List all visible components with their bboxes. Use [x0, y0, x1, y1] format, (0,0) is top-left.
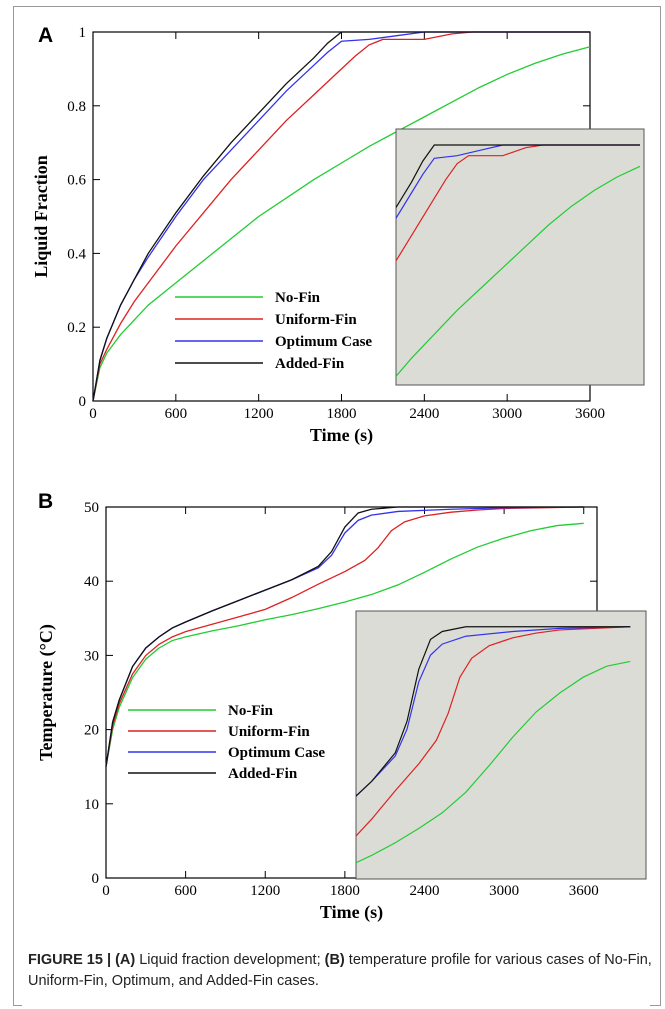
caption-part-a-text: Liquid fraction development; — [135, 952, 325, 968]
chart-a-series-no-fin — [92, 46, 591, 402]
chart-b-y-tick-label-2: 20 — [84, 723, 99, 739]
chart-a-series-uniform-fin — [92, 31, 590, 402]
chart-b-y-tick-label-4: 40 — [84, 574, 99, 590]
chart-b-legend-label-no-fin: No-Fin — [228, 703, 274, 719]
chart-a-legend-label-no-fin: No-Fin — [275, 290, 321, 306]
caption-part-b-label: (B) — [324, 952, 345, 968]
chart-b-inset-series-no-fin — [356, 660, 631, 864]
chart-b-x-tick-label-1800: 1800 — [330, 883, 360, 899]
chart-b-x-tick-label-3600: 3600 — [569, 883, 599, 899]
chart-a-legend-label-optimum-case: Optimum Case — [275, 334, 372, 350]
chart-b-series-no-fin — [105, 522, 584, 767]
chart-a-x-tick-label-1800: 1800 — [327, 406, 357, 422]
chart-a-inset-series-optimum-case — [396, 144, 640, 220]
chart-b-legend-label-added-fin: Added-Fin — [228, 766, 298, 782]
chart-b-series-uniform-fin — [105, 506, 584, 767]
chart-a-x-tick-label-1200: 1200 — [244, 406, 274, 422]
chart-b-inset-series-optimum-case — [356, 626, 631, 797]
chart-b-y-tick-label-1: 10 — [84, 797, 99, 813]
chart-b-x-axis-title: Time (s) — [320, 902, 383, 923]
figure-caption: FIGURE 15 | (A) Liquid fraction developm… — [28, 950, 652, 992]
chart-b-inset-series-added-fin — [356, 626, 631, 797]
caption-part-a-label: (A) — [115, 952, 136, 968]
chart-b-legend-label-uniform-fin: Uniform-Fin — [228, 724, 310, 740]
chart-b-inset-box — [355, 610, 647, 880]
caption-box — [22, 946, 650, 1006]
chart-a-inset-series-no-fin — [396, 165, 641, 378]
chart-a-y-tick-label-2: 0.4 — [67, 246, 86, 262]
chart-a-inset-series-uniform-fin — [396, 144, 640, 263]
chart-a-series-added-fin — [92, 31, 590, 402]
chart-a-x-tick-label-0: 0 — [89, 406, 97, 422]
chart-a-y-tick-label-4: 0.8 — [67, 99, 86, 115]
chart-a-x-tick-label-3600: 3600 — [575, 406, 605, 422]
chart-a-y-tick-label-0: 0 — [79, 394, 87, 410]
chart-b-legend-label-optimum-case: Optimum Case — [228, 745, 325, 761]
chart-a-y-axis-title: Liquid Fraction — [31, 155, 51, 278]
chart-a-inset-series-added-fin — [396, 144, 640, 209]
chart-b-y-tick-label-5: 50 — [84, 500, 99, 516]
chart-a: 0 600 1200 1800 2400 3000 3600 0 0.2 0.4 0.6 0.8 1 Ti… — [31, 25, 645, 446]
chart-a-y-tick-label-1: 0.2 — [67, 320, 86, 336]
chart-b-x-tick-label-3000: 3000 — [489, 883, 519, 899]
chart-b-x-tick-label-1200: 1200 — [250, 883, 280, 899]
chart-b-y-tick-label-3: 30 — [84, 648, 99, 664]
chart-b-x-tick-label-600: 600 — [174, 883, 197, 899]
chart-a-x-tick-label-2400: 2400 — [409, 406, 439, 422]
panel-letter-a: A — [38, 24, 53, 47]
chart-b-y-tick-label-0: 0 — [92, 871, 100, 887]
chart-a-x-tick-label-600: 600 — [165, 406, 188, 422]
chart-b-series-added-fin — [105, 506, 584, 767]
chart-a-y-tick-label-5: 1 — [79, 25, 87, 41]
chart-b-x-tick-label-2400: 2400 — [409, 883, 439, 899]
chart-b-y-axis-title: Temperature (°C) — [36, 624, 57, 761]
chart-b-x-tick-label-0: 0 — [102, 883, 110, 899]
chart-a-legend-label-uniform-fin: Uniform-Fin — [275, 312, 357, 328]
chart-a-legend-label-added-fin: Added-Fin — [275, 356, 345, 372]
chart-a-x-tick-label-3000: 3000 — [492, 406, 522, 422]
caption-part-b-text: temperature profile for various cases of… — [28, 952, 652, 989]
chart-b-inset-series-uniform-fin — [356, 626, 631, 837]
chart-b: 0 600 1200 1800 2400 3000 3600 0 10 20 30 40 50 Time … — [36, 500, 647, 923]
chart-a-x-axis-title: Time (s) — [310, 425, 373, 446]
caption-figure-label: FIGURE 15 | — [28, 952, 116, 968]
chart-a-inset-box — [395, 128, 645, 386]
panel-letter-b: B — [38, 490, 53, 513]
chart-a-y-tick-label-3: 0.6 — [67, 173, 86, 189]
